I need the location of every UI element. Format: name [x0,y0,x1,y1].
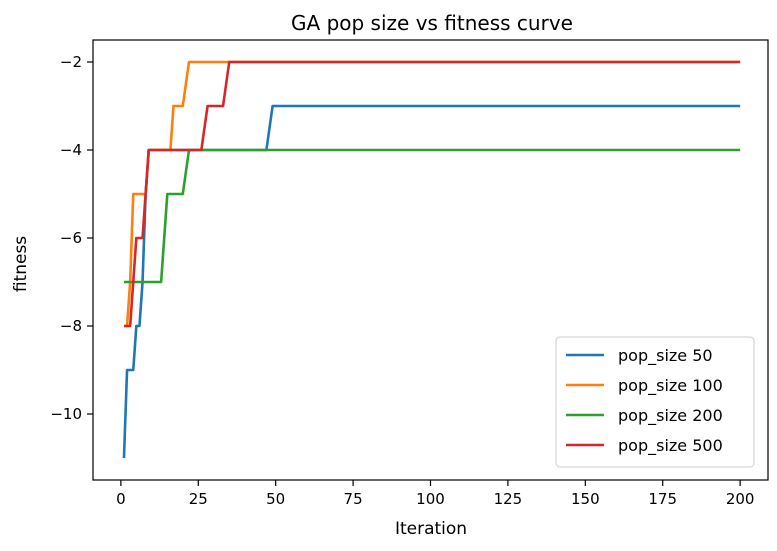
x-tick-label: 75 [344,490,363,508]
x-tick-label: 125 [494,490,523,508]
legend-entry-label: pop_size 500 [618,436,723,456]
x-axis-label: Iteration [395,519,467,539]
y-tick-label: −10 [50,405,82,423]
legend-entry-label: pop_size 200 [618,406,723,426]
y-axis: −10 −8 −6 −4 −2 [50,53,93,423]
y-tick-label: −2 [60,53,82,71]
legend-entry-label: pop_size 50 [618,346,713,366]
y-tick-label: −8 [60,317,82,335]
series-line-3 [123,148,741,284]
x-tick-label: 0 [116,490,126,508]
x-tick-label: 150 [571,490,600,508]
x-axis: 0 25 50 75 100 125 150 175 200 [116,480,754,508]
x-tick-label: 50 [266,490,285,508]
y-tick-label: −4 [60,141,82,159]
y-tick-label: −6 [60,229,82,247]
x-tick-label: 25 [189,490,208,508]
x-tick-label: 175 [648,490,677,508]
legend-box [555,336,755,468]
x-tick-label: 100 [416,490,445,508]
y-axis-label: fitness [11,236,31,292]
legend: pop_size 50 pop_size 100 pop_size 200 pop_s… [555,336,755,468]
x-tick-label: 200 [726,490,755,508]
series-line-2 [123,60,741,328]
chart-title: GA pop size vs fitness curve [291,11,573,35]
legend-entry-label: pop_size 100 [618,376,723,396]
series-line-4 [123,60,741,328]
